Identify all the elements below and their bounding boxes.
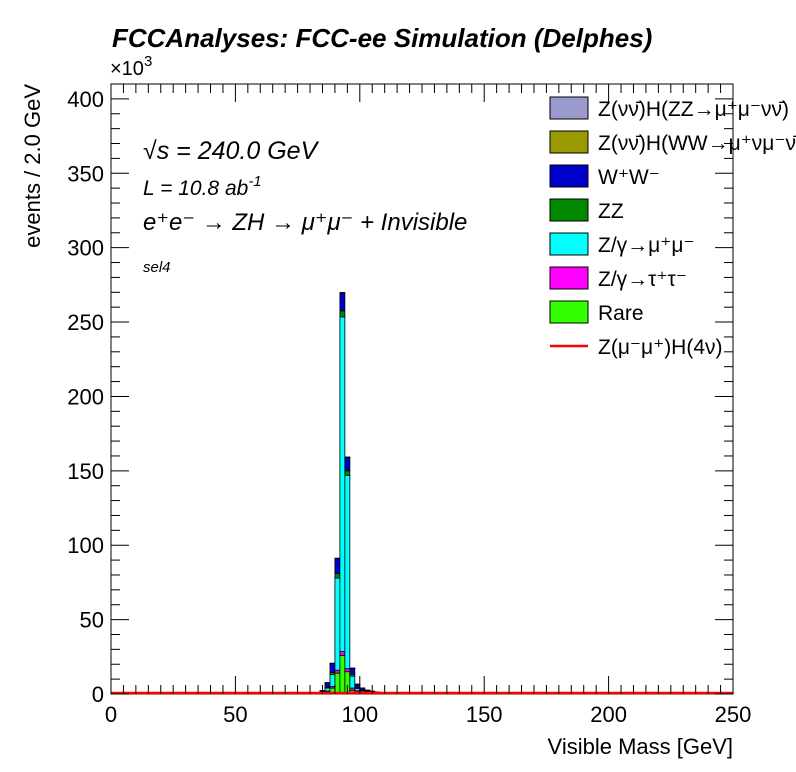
x-tick-label: 50 (223, 702, 247, 727)
bar-segment (339, 654, 346, 695)
bar-segment (349, 668, 356, 675)
chart-title: FCCAnalyses: FCC-ee Simulation (Delphes) (112, 23, 652, 53)
bar-segment (339, 292, 346, 312)
legend-label: Z(μ⁻μ⁺)H(4ν) (598, 336, 723, 359)
legend-label: W⁺W⁻ (598, 166, 660, 189)
y-tick-label: 100 (67, 533, 104, 558)
legend-label: Z(νν̄)H(WW→μ⁺νμ⁻ν̄) (598, 132, 796, 155)
bar-segment (334, 577, 341, 671)
legend-label: Z/γ→τ⁺τ⁻ (598, 268, 687, 291)
legend-swatch (549, 198, 589, 222)
x-axis-label: Visible Mass [GeV] (548, 734, 733, 759)
y-tick-label: 300 (67, 236, 104, 261)
y-tick-label: 0 (92, 682, 104, 707)
bar-segment (334, 558, 341, 574)
bar-segment (339, 316, 346, 652)
y-multiplier-exp: 3 (144, 53, 152, 70)
lumi-label: L = 10.8 ab-1 (143, 173, 262, 200)
y-axis-ticks: 0 50 100 150 200 250 300 350 400 (67, 83, 733, 707)
y-axis-label: events / 2.0 GeV (20, 84, 45, 248)
legend: Z(νν̄)H(ZZ→μ⁺μ⁻νν̄) Z(νν̄)H(WW→μ⁺νμ⁻ν̄) W⁺… (549, 96, 796, 359)
legend-swatch (549, 130, 589, 154)
legend-swatch (549, 300, 589, 324)
x-tick-label: 250 (715, 702, 752, 727)
selection-label: sel4 (143, 259, 171, 276)
bar-segment (339, 310, 346, 318)
y-tick-label: 250 (67, 310, 104, 335)
legend-label: ZZ (598, 200, 624, 223)
bar-segment (349, 675, 356, 689)
x-tick-label: 200 (590, 702, 627, 727)
histogram-stack (319, 292, 396, 695)
process-label: e⁺e⁻ → ZH → μ⁺μ⁻ + Invisible (143, 209, 467, 236)
sqrt-s-symbol: √s (143, 137, 169, 165)
legend-label: Rare (598, 302, 644, 325)
y-tick-label: 150 (67, 459, 104, 484)
y-multiplier: ×103 (110, 53, 152, 80)
x-tick-label: 150 (466, 702, 503, 727)
sqrt-s-label: √s = 240.0 GeV (143, 137, 320, 165)
bar-segment (344, 668, 351, 673)
bar-segment (324, 687, 331, 692)
lumi-text: L = 10.8 ab (143, 177, 249, 200)
sqrt-s-value: = 240.0 GeV (169, 137, 319, 165)
y-tick-label: 350 (67, 161, 104, 186)
bar-segment (344, 457, 351, 472)
bar-segment (344, 474, 351, 670)
legend-swatch (549, 232, 589, 256)
bar-segment (339, 651, 346, 656)
legend-swatch (549, 164, 589, 188)
legend-swatch (549, 266, 589, 290)
bar-segment (344, 470, 351, 476)
y-tick-label: 200 (67, 384, 104, 409)
bar-segment (334, 669, 341, 674)
bar-segment (354, 683, 361, 688)
lumi-exp: -1 (248, 173, 261, 190)
bar-segment (329, 674, 336, 687)
bar-segment (334, 672, 341, 695)
x-tick-label: 0 (105, 702, 117, 727)
y-tick-label: 50 (80, 608, 104, 633)
x-axis-ticks: 0 50 100 150 200 250 (105, 84, 751, 727)
legend-label: Z(νν̄)H(ZZ→μ⁺μ⁻νν̄) (598, 98, 789, 121)
x-tick-label: 100 (341, 702, 378, 727)
y-tick-label: 400 (67, 87, 104, 112)
legend-label: Z/γ→μ⁺μ⁻ (598, 234, 695, 257)
legend-swatch (549, 96, 589, 120)
bar-segment (334, 573, 341, 579)
bar-segment (329, 663, 336, 673)
bar-segment (324, 682, 331, 688)
y-multiplier-base: ×10 (110, 58, 144, 80)
